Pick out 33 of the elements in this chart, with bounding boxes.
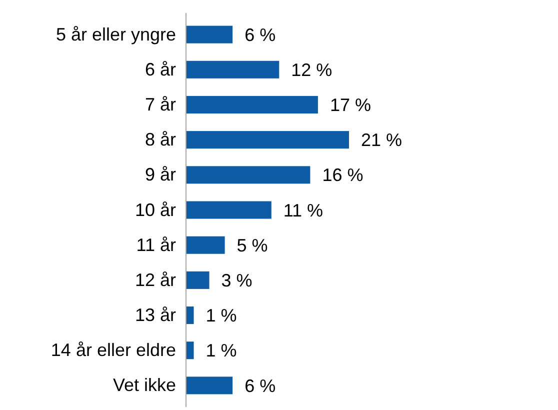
y-tick-label: 14 år eller eldre [50, 340, 176, 360]
bar [186, 26, 233, 44]
y-tick-label: 9 år [144, 164, 176, 185]
y-tick-label: Vet ikke [112, 375, 176, 396]
bar [186, 131, 349, 149]
data-label: 12 % [291, 60, 332, 80]
data-label: 11 % [283, 200, 324, 220]
bar [186, 306, 194, 324]
y-tick-label: 8 år [144, 130, 176, 150]
y-tick-label: 7 år [144, 94, 176, 114]
data-label: 5 % [236, 235, 268, 256]
bar [186, 376, 233, 394]
data-label: 21 % [361, 130, 402, 150]
bar [186, 60, 280, 78]
data-label: 17 % [330, 95, 371, 116]
y-tick-label: 10 år [134, 200, 176, 220]
data-label: 1 % [206, 306, 237, 326]
y-tick-label: 12 år [134, 270, 176, 290]
data-label: 6 % [244, 24, 276, 45]
y-tick-label: 5 år eller yngre [56, 24, 176, 44]
y-tick-label: 11 år [136, 234, 176, 255]
y-tick-label: 13 år [134, 305, 176, 326]
data-label: 6 % [244, 376, 276, 396]
bar [186, 271, 210, 289]
data-label: 3 % [221, 270, 252, 290]
bar [186, 166, 310, 184]
y-tick-label: 6 år [144, 59, 176, 80]
data-label: 16 % [322, 165, 364, 186]
bar [186, 236, 225, 254]
data-label: 1 % [206, 340, 237, 361]
bar [186, 342, 194, 360]
bar [186, 201, 272, 219]
bar [186, 96, 318, 114]
